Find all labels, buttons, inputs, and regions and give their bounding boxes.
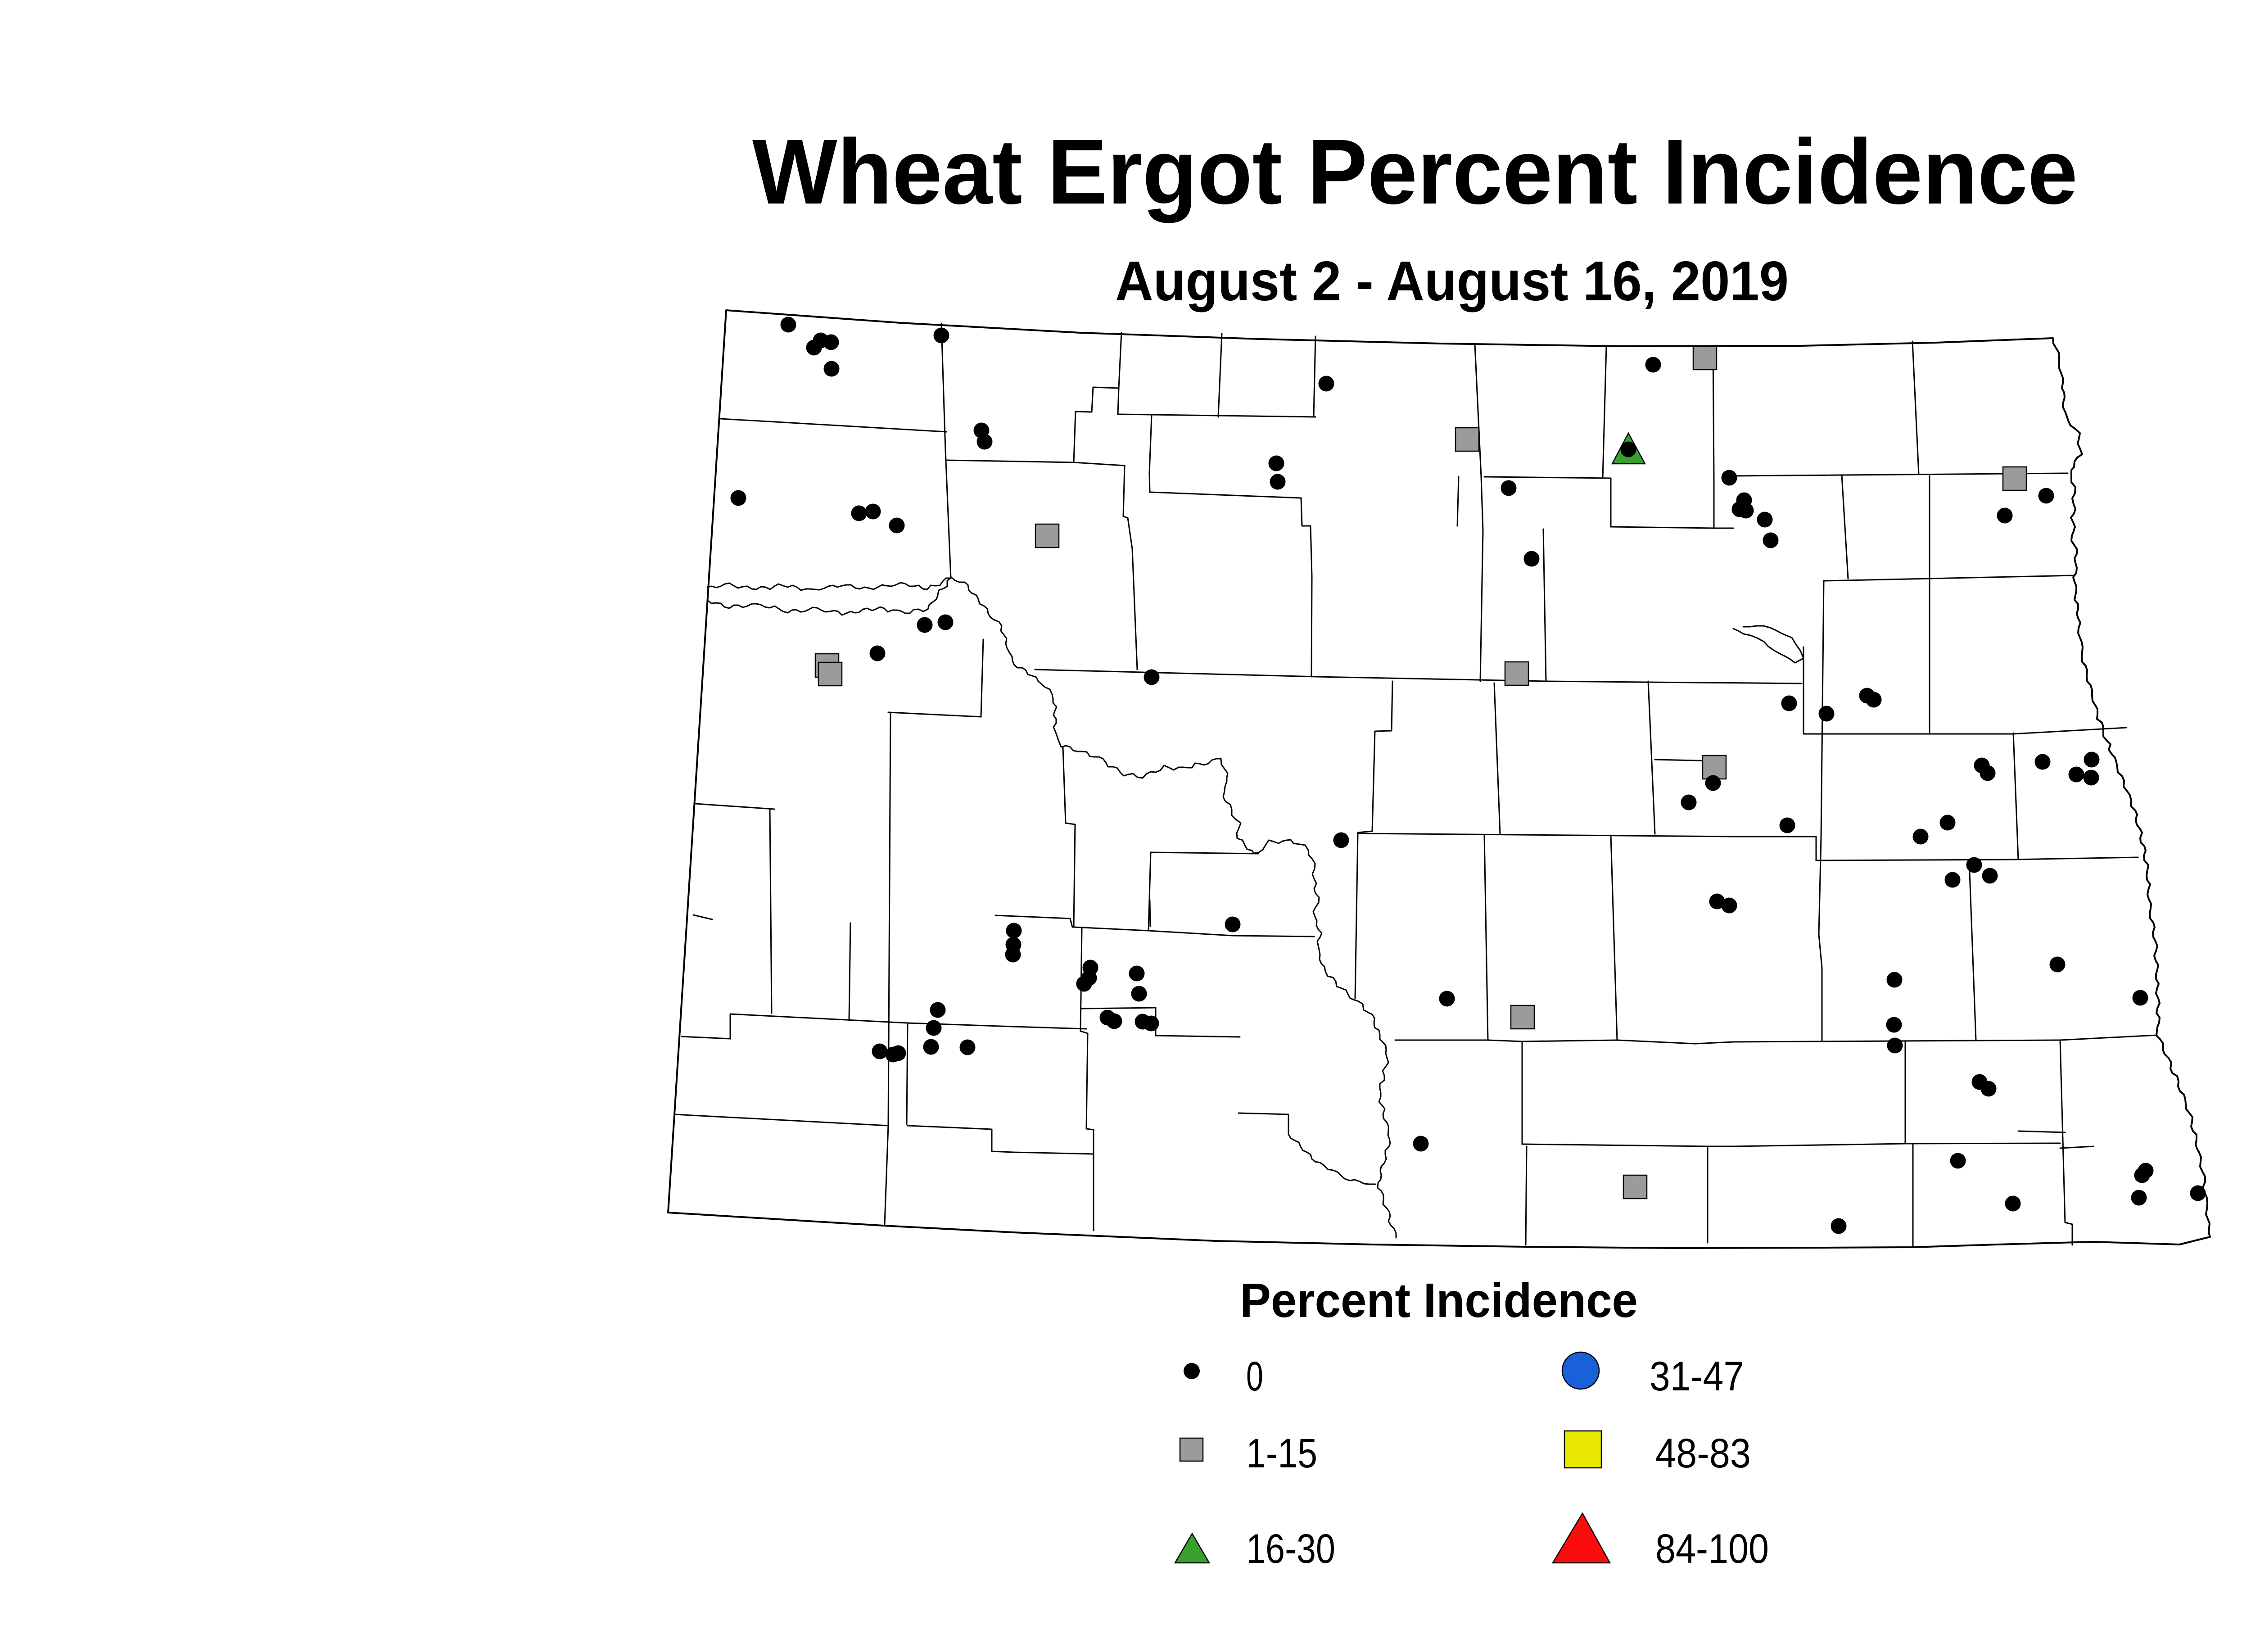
svg-text:August 2 - August 16, 2019: August 2 - August 16, 2019 bbox=[1115, 250, 1789, 312]
svg-text:1-15: 1-15 bbox=[1246, 1430, 1317, 1476]
svg-text:48-83: 48-83 bbox=[1655, 1430, 1751, 1476]
svg-text:Wheat Ergot Percent Incidence: Wheat Ergot Percent Incidence bbox=[752, 120, 2078, 223]
svg-text:84-100: 84-100 bbox=[1655, 1526, 1769, 1572]
svg-text:0: 0 bbox=[1246, 1353, 1263, 1399]
svg-text:Percent Incidence: Percent Incidence bbox=[1240, 1273, 1638, 1327]
svg-text:16-30: 16-30 bbox=[1246, 1526, 1335, 1572]
svg-text:31-47: 31-47 bbox=[1650, 1353, 1744, 1399]
